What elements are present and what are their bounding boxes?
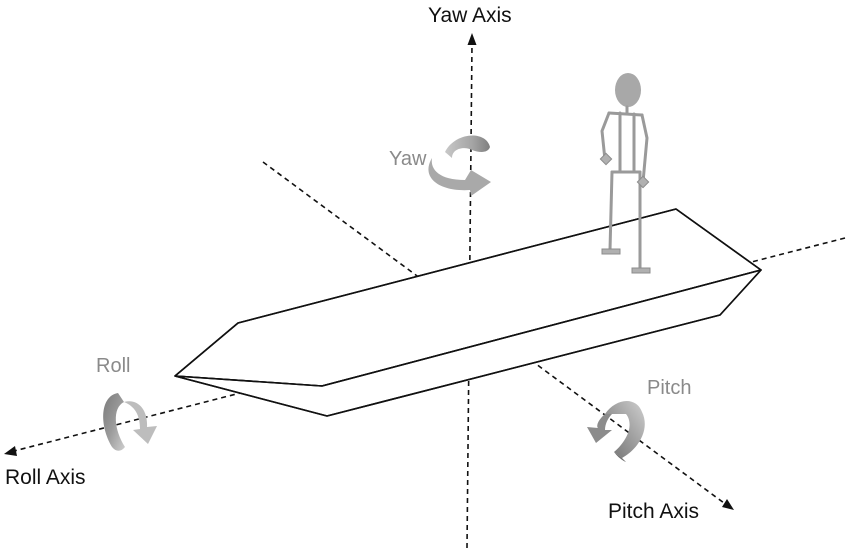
pitch-rotation-arrow-icon bbox=[587, 400, 645, 462]
roll-axis-line bbox=[13, 237, 846, 452]
yaw-axis-arrowhead bbox=[467, 33, 477, 45]
pitch-rotation-label: Pitch bbox=[647, 377, 692, 399]
roll-rotation-label: Roll bbox=[96, 355, 131, 377]
pitch-axis-label: Pitch Axis bbox=[608, 500, 700, 523]
roll-axis-arrowhead bbox=[4, 446, 17, 456]
stick-figure-icon bbox=[599, 73, 651, 274]
yaw-rotation-label: Yaw bbox=[389, 148, 427, 170]
yaw-rotation-arrow-icon bbox=[428, 135, 491, 196]
pitch-axis-arrowhead bbox=[722, 499, 734, 510]
pitch-axis-line bbox=[262, 161, 725, 504]
roll-axis-label: Roll Axis bbox=[5, 466, 86, 489]
roll-rotation-arrow-icon bbox=[103, 393, 157, 451]
yaw-axis-label: Yaw Axis bbox=[428, 4, 512, 27]
